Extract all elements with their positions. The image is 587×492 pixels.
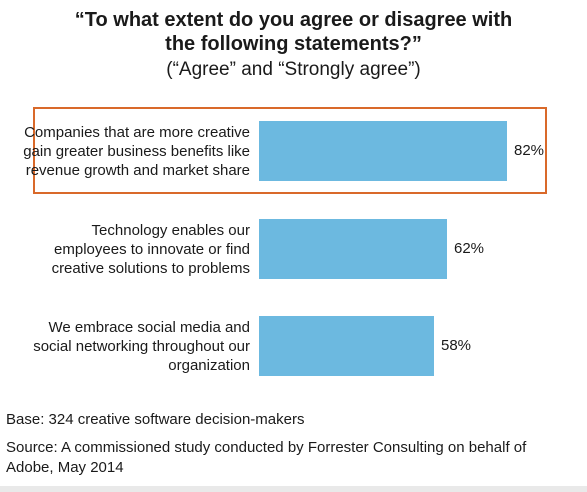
chart-subtitle: (“Agree” and “Strongly agree”) (166, 59, 421, 80)
highlight-box (33, 107, 547, 194)
chart-title: “To what extent do you agree or disagree… (0, 8, 587, 56)
base-note: Base: 324 creative software decision-mak… (6, 411, 305, 428)
chart-title-line-1: “To what extent do you agree or disagree… (74, 9, 513, 31)
source-note: Source: A commissioned study conducted b… (6, 439, 527, 476)
category-label: We embrace social media and social netwo… (33, 318, 250, 374)
value-label: 82% (514, 142, 545, 159)
value-label: 58% (441, 337, 472, 354)
chart-title-line-2: the following statements?” (165, 33, 422, 55)
category-label: Technology enables our employees to inno… (51, 221, 250, 277)
value-label: 62% (454, 240, 485, 257)
bar (259, 121, 507, 181)
bar (259, 219, 447, 279)
bottom-divider (0, 486, 587, 492)
category-label: Companies that are more creative gain gr… (23, 123, 250, 179)
bar (259, 316, 434, 376)
